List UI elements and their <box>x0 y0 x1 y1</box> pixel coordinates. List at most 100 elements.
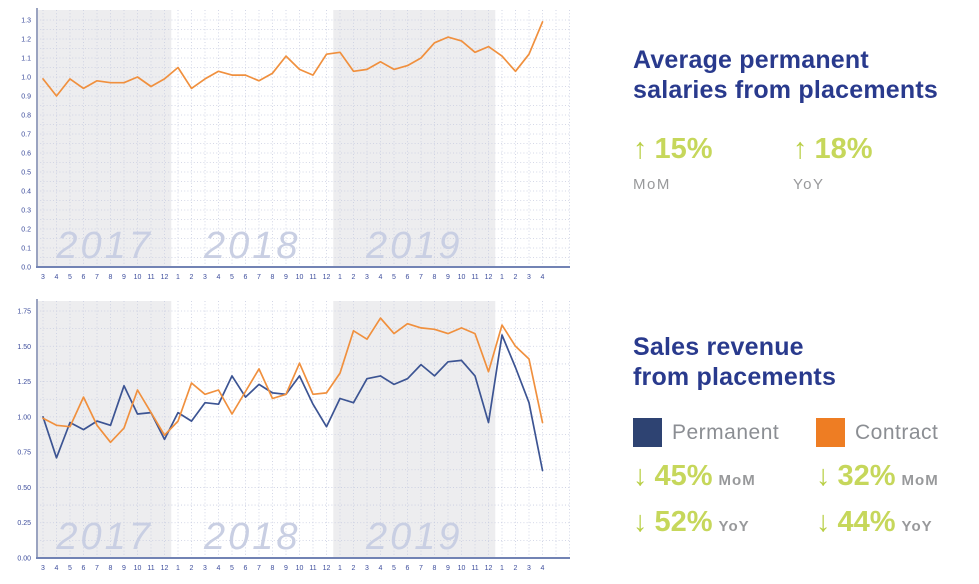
salaries-stats-row: ↑ 15% MoM ↑ 18% YoY <box>633 133 979 193</box>
svg-text:0.9: 0.9 <box>21 94 31 101</box>
svg-text:1: 1 <box>338 274 342 281</box>
sales-title-line2: from placements <box>633 362 837 391</box>
salaries-panel: Average permanent salaries from placemen… <box>633 46 979 193</box>
permanent-column: Permanent ↓ 45% MoM ↓ 52% YoY <box>633 418 816 539</box>
svg-text:11: 11 <box>147 565 154 572</box>
svg-text:0.0: 0.0 <box>21 265 31 272</box>
svg-text:9: 9 <box>122 565 126 572</box>
svg-text:1.75: 1.75 <box>17 309 31 316</box>
svg-text:2017: 2017 <box>55 516 153 558</box>
svg-text:0.75: 0.75 <box>17 450 31 457</box>
svg-text:9: 9 <box>284 565 288 572</box>
svg-text:6: 6 <box>82 274 86 281</box>
svg-text:2018: 2018 <box>203 225 301 267</box>
contract-legend-item: Contract <box>816 418 979 447</box>
svg-text:3: 3 <box>365 565 369 572</box>
svg-text:2: 2 <box>352 274 356 281</box>
salaries-yoy-percent: 18% <box>814 133 873 165</box>
salaries-mom-label: MoM <box>633 176 671 193</box>
svg-text:1.0: 1.0 <box>21 75 31 82</box>
svg-text:0.7: 0.7 <box>21 132 31 139</box>
svg-text:1.3: 1.3 <box>21 18 31 25</box>
svg-text:0.6: 0.6 <box>21 151 31 158</box>
svg-text:5: 5 <box>230 565 234 572</box>
svg-text:9: 9 <box>446 274 450 281</box>
svg-text:2019: 2019 <box>365 225 463 267</box>
svg-text:12: 12 <box>485 565 493 572</box>
svg-text:4: 4 <box>379 565 383 572</box>
sales-panel-title: Sales revenue from placements <box>633 333 979 392</box>
permanent-legend-label: Permanent <box>672 420 780 444</box>
salaries-title-line1: Average permanent <box>633 46 869 74</box>
svg-text:2018: 2018 <box>203 516 301 558</box>
svg-text:4: 4 <box>541 565 545 572</box>
permanent-mom-label: MoM <box>718 472 756 489</box>
svg-text:0.4: 0.4 <box>21 189 31 196</box>
down-arrow-icon: ↓ <box>816 506 831 538</box>
svg-text:0.00: 0.00 <box>17 556 31 563</box>
svg-text:5: 5 <box>392 274 396 281</box>
svg-text:0.8: 0.8 <box>21 113 31 120</box>
svg-text:0.1: 0.1 <box>21 246 31 253</box>
salaries-mom-stat: ↑ 15% MoM <box>633 133 793 193</box>
svg-text:9: 9 <box>122 274 126 281</box>
svg-text:11: 11 <box>309 274 316 281</box>
svg-text:6: 6 <box>82 565 86 572</box>
salaries-yoy-stat: ↑ 18% YoY <box>793 133 953 193</box>
svg-text:3: 3 <box>41 565 45 572</box>
svg-text:2017: 2017 <box>55 225 153 267</box>
svg-text:0.25: 0.25 <box>17 520 31 527</box>
down-arrow-icon: ↓ <box>633 506 648 538</box>
permanent-mom-stat: ↓ 45% MoM <box>633 460 816 493</box>
permanent-yoy-label: YoY <box>718 518 750 535</box>
svg-text:1.00: 1.00 <box>17 414 31 421</box>
salaries-yoy-label: YoY <box>793 176 825 193</box>
contract-legend-label: Contract <box>855 420 939 444</box>
svg-text:12: 12 <box>323 274 331 281</box>
up-arrow-icon: ↑ <box>793 133 808 165</box>
down-arrow-icon: ↓ <box>633 460 648 492</box>
contract-yoy-percent: 44% <box>837 506 896 538</box>
svg-text:10: 10 <box>134 274 142 281</box>
svg-text:4: 4 <box>217 565 221 572</box>
svg-text:2: 2 <box>514 565 518 572</box>
svg-text:10: 10 <box>296 565 304 572</box>
svg-text:0.3: 0.3 <box>21 208 31 215</box>
svg-text:7: 7 <box>257 565 261 572</box>
svg-text:4: 4 <box>379 274 383 281</box>
svg-text:7: 7 <box>95 565 99 572</box>
permanent-yoy-stat: ↓ 52% YoY <box>633 506 816 539</box>
svg-text:1.25: 1.25 <box>17 379 31 386</box>
up-arrow-icon: ↑ <box>633 133 648 165</box>
svg-text:4: 4 <box>55 565 59 572</box>
svg-text:1: 1 <box>500 274 504 281</box>
svg-text:3: 3 <box>203 274 207 281</box>
svg-text:7: 7 <box>257 274 261 281</box>
svg-text:10: 10 <box>134 565 142 572</box>
svg-text:3: 3 <box>365 274 369 281</box>
svg-text:1.2: 1.2 <box>21 37 31 44</box>
svg-text:10: 10 <box>458 565 466 572</box>
svg-text:4: 4 <box>55 274 59 281</box>
svg-text:7: 7 <box>419 274 423 281</box>
svg-text:1.1: 1.1 <box>21 56 31 63</box>
svg-text:3: 3 <box>41 274 45 281</box>
contract-swatch-icon <box>816 418 845 447</box>
svg-text:12: 12 <box>161 565 169 572</box>
salaries-line-chart: 2017 2018 2019 0.0 0.1 0.2 0.3 0.4 0.5 0.6 0.7 0.8 0… <box>21 8 570 281</box>
contract-mom-label: MoM <box>901 472 939 489</box>
svg-text:7: 7 <box>419 565 423 572</box>
svg-text:12: 12 <box>323 565 331 572</box>
contract-yoy-stat: ↓ 44% YoY <box>816 506 979 539</box>
permanent-yoy-percent: 52% <box>654 506 713 538</box>
svg-text:2: 2 <box>190 274 194 281</box>
salaries-mom-value: ↑ 15% <box>633 133 793 166</box>
svg-text:1.50: 1.50 <box>17 344 31 351</box>
salaries-title-line2: salaries from placements <box>633 75 938 104</box>
svg-text:10: 10 <box>296 274 304 281</box>
svg-text:10: 10 <box>458 274 466 281</box>
salaries-yoy-value: ↑ 18% <box>793 133 953 166</box>
svg-text:3: 3 <box>527 274 531 281</box>
svg-text:8: 8 <box>433 274 437 281</box>
sales-stats-columns: Permanent ↓ 45% MoM ↓ 52% YoY Contract ↓ 32% M… <box>633 418 979 539</box>
